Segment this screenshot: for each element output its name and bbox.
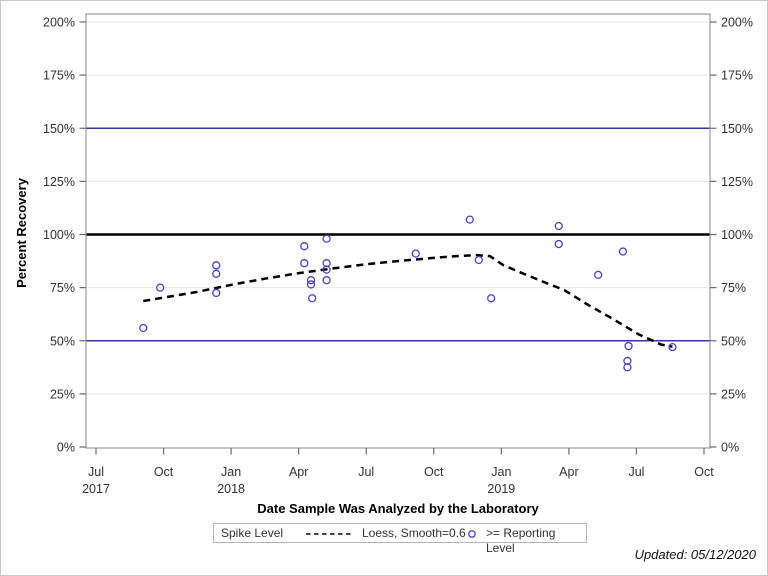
- y-axis-title: Percent Recovery: [14, 178, 29, 288]
- y-axis-tick-label-left: 25%: [50, 387, 75, 401]
- data-point-marker: [156, 283, 165, 292]
- data-point-marker: [487, 294, 496, 303]
- data-point-marker: [624, 341, 633, 351]
- data-point-marker: [212, 269, 221, 278]
- x-axis-tick-label: Jan: [221, 465, 241, 479]
- x-axis-tick-label: Jul: [628, 465, 644, 479]
- data-point-marker: [300, 259, 309, 268]
- loess-curve: [143, 253, 673, 348]
- y-axis-tick-label-left: 75%: [50, 281, 75, 295]
- x-axis-year-label: 2017: [82, 482, 110, 496]
- loess-line-sample-icon: [306, 533, 354, 535]
- data-point-marker: [212, 288, 221, 298]
- updated-note: Updated: 05/12/2020: [634, 547, 756, 562]
- x-axis-tick-label: Jul: [88, 465, 104, 479]
- x-axis-year-label: 2018: [217, 482, 245, 496]
- data-point-marker: [554, 239, 563, 249]
- y-axis-tick-label-right: 150%: [721, 122, 753, 136]
- y-axis-tick-label-right: 125%: [721, 175, 753, 189]
- y-axis-tick-label-left: 100%: [43, 228, 75, 242]
- y-axis-tick-label-left: 50%: [50, 334, 75, 348]
- data-point-marker: [322, 234, 331, 243]
- data-point-marker: [465, 215, 474, 224]
- plot-frame: [85, 13, 711, 449]
- y-axis-tick-label-right: 175%: [721, 69, 753, 83]
- data-point-marker: [322, 265, 331, 274]
- x-axis-title: Date Sample Was Analyzed by the Laborato…: [257, 501, 539, 516]
- data-point-marker: [212, 261, 221, 270]
- x-axis-year-label: 2019: [487, 482, 515, 496]
- data-point-marker: [306, 276, 316, 285]
- marker-sample-icon: [468, 530, 476, 538]
- data-point-marker: [618, 247, 628, 256]
- y-axis-tick-label-left: 175%: [43, 69, 75, 83]
- legend-title: Spike Level: [221, 526, 284, 540]
- data-point-marker: [623, 363, 632, 372]
- data-point-marker: [668, 342, 677, 352]
- y-axis-tick-label-right: 75%: [721, 281, 746, 295]
- y-axis-tick-label-left: 125%: [43, 175, 75, 189]
- y-axis-tick-label-right: 25%: [721, 387, 746, 401]
- legend-marker-label: >= Reporting Level: [486, 526, 556, 555]
- x-axis-tick-label: Jul: [358, 465, 374, 479]
- y-axis-tick-label-right: 50%: [721, 334, 746, 348]
- legend: Spike Level Loess, Smooth=0.6 >= Reporti…: [213, 523, 587, 555]
- y-axis-tick-label-left: 0%: [57, 441, 75, 455]
- legend-loess-label: Loess, Smooth=0.6: [362, 526, 466, 540]
- data-point-marker: [322, 276, 331, 285]
- y-axis-tick-label-left: 150%: [43, 122, 75, 136]
- y-axis-tick-label-right: 200%: [721, 16, 753, 30]
- data-point-marker: [554, 221, 563, 231]
- x-axis-tick-label: Apr: [559, 465, 578, 479]
- x-axis-tick-label: Oct: [154, 465, 174, 479]
- y-axis-tick-label-left: 200%: [43, 16, 75, 30]
- data-point-marker: [594, 270, 603, 280]
- x-axis-tick-label: Oct: [424, 465, 444, 479]
- x-axis-tick-label: Jan: [491, 465, 511, 479]
- data-point-marker: [308, 294, 317, 303]
- data-point-marker: [411, 249, 420, 258]
- y-axis-tick-label-right: 0%: [721, 441, 739, 455]
- data-point-marker: [139, 323, 148, 333]
- data-point-marker: [474, 255, 483, 265]
- x-axis-tick-label: Oct: [694, 465, 714, 479]
- data-point-marker: [306, 280, 316, 289]
- y-axis-tick-label-right: 100%: [721, 228, 753, 242]
- x-axis-tick-label: Apr: [289, 465, 308, 479]
- data-point-marker: [300, 242, 309, 251]
